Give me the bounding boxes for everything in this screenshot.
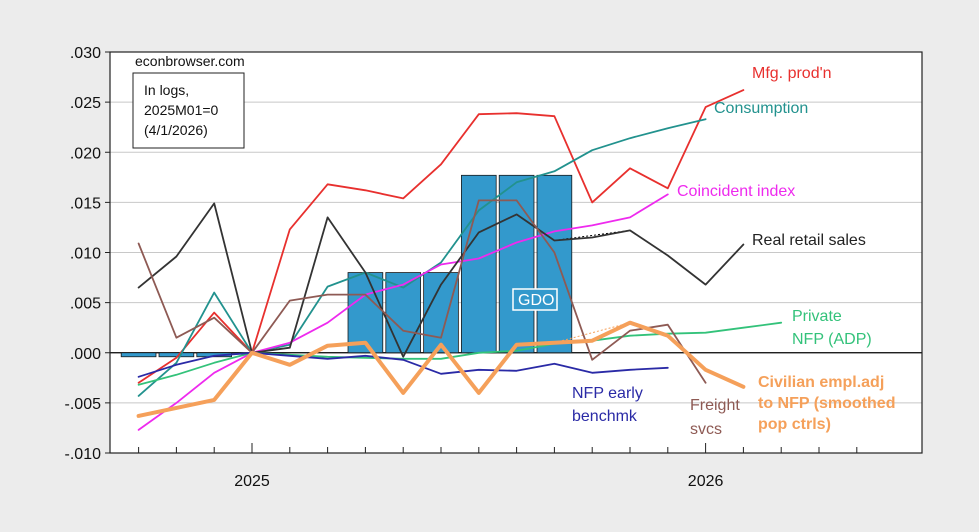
nfp-benchmk-label-1: NFP early xyxy=(572,385,643,402)
series-line-mfg-prod-n xyxy=(137,89,745,384)
coincident-index-label: Coincident index xyxy=(677,183,795,200)
source-label: econbrowser.com xyxy=(135,53,245,69)
x-axis-ticks: 2025 2026 xyxy=(138,443,858,490)
y-tick-label-1: .025 xyxy=(70,95,101,112)
y-tick-label-8: -.010 xyxy=(65,446,102,463)
gdo-bars xyxy=(120,174,573,358)
gdo-bar-8 xyxy=(536,174,573,354)
x-tick-label-1: 2026 xyxy=(688,473,724,490)
gdo-bar-1 xyxy=(158,352,195,358)
y-tick-label-0: .030 xyxy=(70,45,101,62)
gdo-bar-3 xyxy=(347,272,384,354)
gdo-label-box xyxy=(512,288,558,311)
y-tick-label-3: .015 xyxy=(70,195,101,212)
y-tick-label-5: .005 xyxy=(70,296,101,313)
series-line-civilian-empl-adj-to-nfp-smoothed-pop-ctrls xyxy=(136,320,746,418)
series-line-coincident-index xyxy=(137,193,669,431)
freight-svcs-label-1: Freight xyxy=(690,397,740,414)
nfp-benchmk-label-2: benchmk xyxy=(572,408,638,425)
gdo-bar-6 xyxy=(461,174,497,354)
y-tick-label-7: -.005 xyxy=(65,396,102,413)
consumption-label: Consumption xyxy=(714,100,808,117)
y-tick-label-6: .000 xyxy=(70,346,101,363)
note-line-2: 2025M01=0 xyxy=(144,102,219,118)
x-tick-label-0: 2025 xyxy=(234,473,270,490)
note-line-3: (4/1/2026) xyxy=(144,122,208,138)
dashed-segment-0 xyxy=(554,322,631,344)
y-tick-label-4: .010 xyxy=(70,246,101,263)
mfg-prodn-label: Mfg. prod'n xyxy=(752,65,832,82)
series-line-freight-svcs xyxy=(137,199,707,384)
series-line-nfp-early-benchmk xyxy=(137,351,669,378)
y-axis-ticks: .030 .025 .020 .015 .010 .005 .000 -.005 -.010 xyxy=(65,45,110,463)
private-nfp-label-2: NFP (ADP) xyxy=(792,331,872,348)
civilian-empl-label-1: Civilian empl.adj xyxy=(758,374,884,391)
private-nfp-label-1: Private xyxy=(792,308,842,325)
y-tick-label-2: .020 xyxy=(70,145,101,162)
freight-svcs-label-2: svcs xyxy=(690,421,722,438)
civilian-empl-label-3: pop ctrls) xyxy=(758,416,831,433)
series-line-real-retail-sales xyxy=(137,202,745,358)
note-line-1: In logs, xyxy=(144,82,189,98)
civilian-empl-label-2: to NFP (smoothed xyxy=(758,395,895,412)
gdo-bar-7 xyxy=(498,174,535,354)
series-lines xyxy=(136,89,783,431)
real-retail-sales-label: Real retail sales xyxy=(752,232,866,249)
gdo-bar-4 xyxy=(385,272,421,354)
note-box xyxy=(132,72,245,149)
gdo-label: GDO xyxy=(518,292,554,309)
gdo-bar-0 xyxy=(120,352,157,358)
